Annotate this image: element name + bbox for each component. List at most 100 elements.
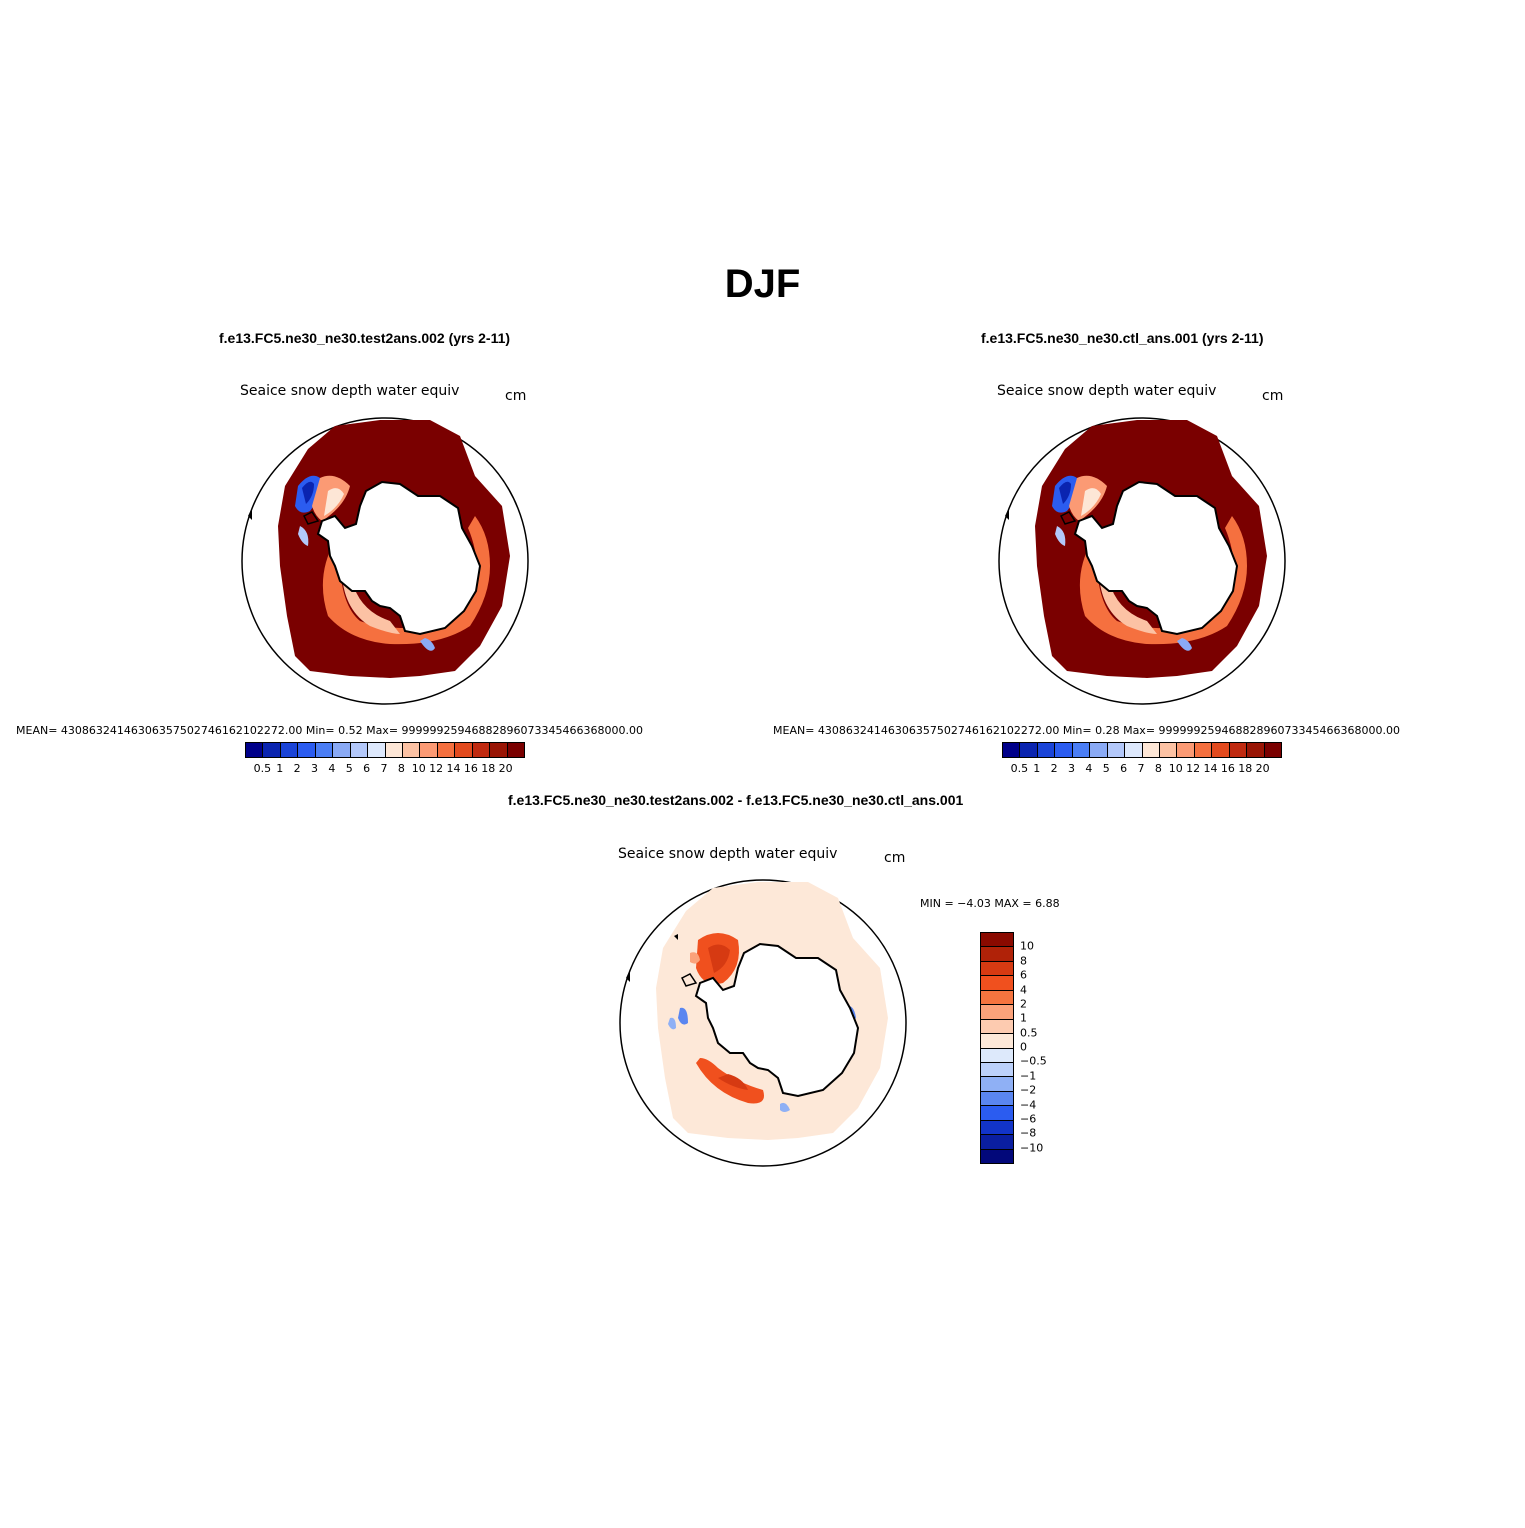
colorbar-label: 4 bbox=[1085, 762, 1093, 775]
colorbar-box bbox=[1037, 743, 1056, 757]
colorbar-box bbox=[507, 743, 524, 757]
colorbar-box bbox=[1159, 743, 1178, 757]
colorbar-label: −6 bbox=[1020, 1112, 1037, 1126]
colorbar-box bbox=[1090, 743, 1108, 757]
panel-3-variable: Seaice snow depth water equiv bbox=[618, 846, 838, 862]
panel-1-case-title: f.e13.FC5.ne30_ne30.test2ans.002 (yrs 2-… bbox=[219, 330, 511, 346]
colorbar-box bbox=[981, 1062, 1013, 1078]
panel-2-case-title: f.e13.FC5.ne30_ne30.ctl_ans.001 (yrs 2-1… bbox=[981, 330, 1264, 346]
colorbar-label: 12 bbox=[1186, 762, 1201, 775]
colorbar-label: 1 bbox=[1033, 762, 1041, 775]
colorbar-label: 8 bbox=[1154, 762, 1162, 775]
colorbar-label: 16 bbox=[1220, 762, 1235, 775]
colorbar-box bbox=[298, 743, 316, 757]
panel-1-map bbox=[241, 417, 529, 705]
colorbar-label: 0.5 bbox=[253, 762, 272, 775]
panel-3-units: cm bbox=[884, 850, 906, 866]
colorbar-box bbox=[385, 743, 403, 757]
colorbar-label: 2 bbox=[293, 762, 301, 775]
colorbar-box bbox=[263, 743, 281, 757]
colorbar-box bbox=[981, 1034, 1013, 1049]
colorbar-box bbox=[981, 1077, 1013, 1092]
colorbar-label: 0 bbox=[1020, 1040, 1027, 1054]
colorbar-label: −0.5 bbox=[1020, 1054, 1047, 1068]
colorbar-label: 5 bbox=[1102, 762, 1110, 775]
colorbar-label: 5 bbox=[345, 762, 353, 775]
colorbar-box bbox=[981, 990, 1013, 1006]
colorbar-box bbox=[1177, 743, 1195, 757]
colorbar-box bbox=[1212, 743, 1230, 757]
colorbar-label: 10 bbox=[1020, 939, 1034, 953]
colorbar-label: −4 bbox=[1020, 1098, 1037, 1111]
figure-title: DJF bbox=[724, 262, 801, 306]
colorbar-box bbox=[1194, 743, 1213, 757]
panel-1-stats: MEAN= 43086324146306357502746162102272.0… bbox=[16, 724, 643, 737]
colorbar-box bbox=[472, 743, 491, 757]
colorbar-label: 3 bbox=[311, 762, 318, 775]
colorbar-label: 1 bbox=[1020, 1011, 1027, 1025]
colorbar-box bbox=[1264, 743, 1281, 757]
colorbar-box bbox=[1055, 743, 1073, 757]
colorbar-box bbox=[981, 1149, 1013, 1163]
panel-2-map bbox=[998, 417, 1286, 705]
panel-1-colorbar bbox=[245, 742, 525, 758]
panel-1-colorbar-labels: 0.5 1 2 3 4 5 6 7 8 10 12 14 16 18 20 bbox=[245, 762, 523, 776]
colorbar-box bbox=[455, 743, 473, 757]
colorbar-label: −8 bbox=[1020, 1126, 1037, 1140]
colorbar-box bbox=[490, 743, 508, 757]
colorbar-label: −1 bbox=[1020, 1069, 1037, 1083]
colorbar-box bbox=[981, 976, 1013, 991]
panel-2-units: cm bbox=[1262, 388, 1284, 404]
colorbar-label: 10 bbox=[411, 762, 426, 775]
colorbar-box bbox=[981, 1091, 1013, 1107]
colorbar-box bbox=[981, 1106, 1013, 1121]
colorbar-label: 20 bbox=[1255, 762, 1270, 775]
colorbar-box bbox=[1020, 743, 1038, 757]
colorbar-label: 4 bbox=[328, 762, 336, 775]
panel-2-colorbar-labels: 0.5 1 2 3 4 5 6 7 8 10 12 14 16 18 20 bbox=[1002, 762, 1280, 776]
colorbar-box bbox=[981, 1135, 1013, 1150]
colorbar-label: −2 bbox=[1020, 1083, 1037, 1097]
panel-1-units: cm bbox=[505, 388, 527, 404]
colorbar-box bbox=[981, 947, 1013, 962]
colorbar-box bbox=[981, 1120, 1013, 1136]
colorbar-box bbox=[981, 933, 1013, 948]
colorbar-box bbox=[1142, 743, 1160, 757]
colorbar-box bbox=[350, 743, 369, 757]
colorbar-box bbox=[315, 743, 334, 757]
colorbar-label: 18 bbox=[1238, 762, 1253, 775]
colorbar-label: 7 bbox=[1137, 762, 1145, 775]
colorbar-label: 20 bbox=[498, 762, 513, 775]
panel-3-stats: MIN = −4.03 MAX = 6.88 bbox=[920, 897, 1060, 910]
colorbar-label: 12 bbox=[429, 762, 444, 775]
panel-2-colorbar bbox=[1002, 742, 1282, 758]
colorbar-box bbox=[1229, 743, 1248, 757]
colorbar-label: 3 bbox=[1068, 762, 1075, 775]
colorbar-label: 6 bbox=[1020, 968, 1027, 982]
colorbar-label: 7 bbox=[380, 762, 388, 775]
colorbar-box bbox=[368, 743, 386, 757]
colorbar-label: 2 bbox=[1020, 997, 1027, 1011]
panel-1-variable: Seaice snow depth water equiv bbox=[240, 383, 460, 399]
colorbar-box bbox=[333, 743, 351, 757]
colorbar-box bbox=[280, 743, 299, 757]
colorbar-label: −10 bbox=[1020, 1141, 1044, 1155]
colorbar-label: 14 bbox=[1203, 762, 1218, 775]
colorbar-label: 1 bbox=[276, 762, 284, 775]
panel-2-stats: MEAN= 43086324146306357502746162102272.0… bbox=[773, 724, 1400, 737]
colorbar-label: 6 bbox=[363, 762, 371, 775]
colorbar-label: 16 bbox=[463, 762, 478, 775]
difference-colorbar bbox=[980, 932, 1014, 1164]
colorbar-label: 8 bbox=[397, 762, 405, 775]
colorbar-box bbox=[1125, 743, 1143, 757]
colorbar-label: 14 bbox=[446, 762, 461, 775]
colorbar-label: 4 bbox=[1020, 983, 1027, 996]
colorbar-label: 10 bbox=[1168, 762, 1183, 775]
colorbar-box bbox=[402, 743, 421, 757]
colorbar-label: 6 bbox=[1120, 762, 1128, 775]
difference-colorbar-labels: 10 8 6 4 2 1 0.5 0 −0.5 −1 −2 −4 −6 −8 −10 bbox=[1020, 932, 1080, 1162]
panel-3-map bbox=[619, 879, 907, 1167]
panel-3-case-title: f.e13.FC5.ne30_ne30.test2ans.002 - f.e13… bbox=[508, 792, 964, 808]
colorbar-box bbox=[1107, 743, 1126, 757]
colorbar-box bbox=[437, 743, 456, 757]
